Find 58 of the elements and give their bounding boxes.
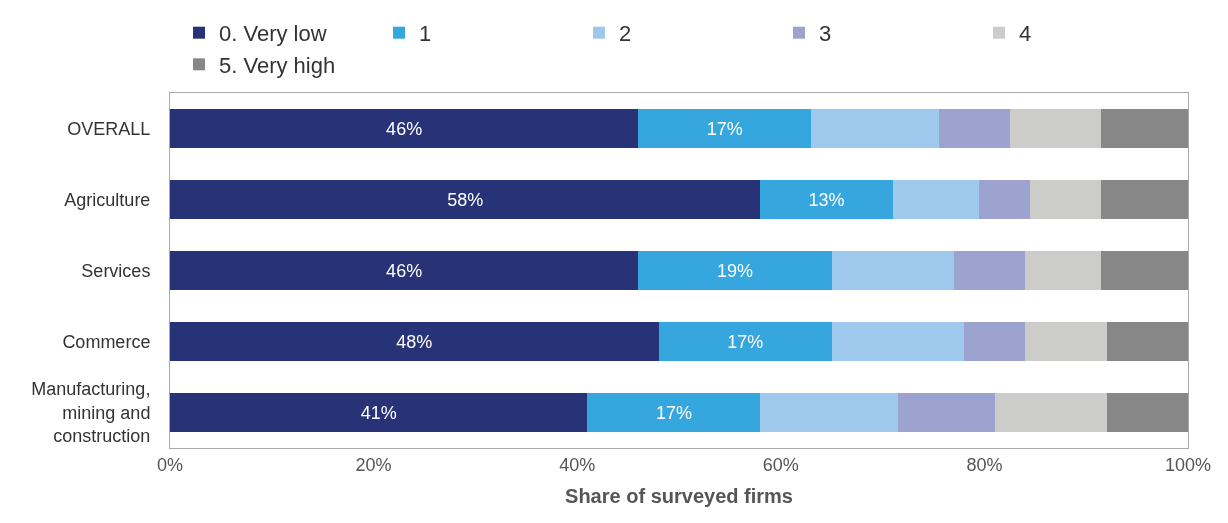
bar bbox=[638, 108, 812, 149]
x-axis-title: Share of surveyed firms bbox=[565, 485, 793, 508]
bar bbox=[964, 321, 1026, 362]
data-label: 19% bbox=[716, 260, 754, 281]
bar bbox=[1101, 250, 1188, 291]
x-tick-label: 0% bbox=[156, 454, 184, 475]
bar bbox=[658, 321, 832, 362]
bar bbox=[1106, 321, 1188, 362]
y-tick-label: Manufacturing, mining and construction bbox=[31, 379, 151, 447]
data-label: 46% bbox=[386, 260, 423, 281]
bar bbox=[979, 179, 1031, 220]
bar bbox=[170, 392, 588, 433]
legend-label: 5. Very high bbox=[219, 52, 336, 78]
data-label: 13% bbox=[808, 189, 845, 210]
bar bbox=[831, 250, 954, 291]
bar bbox=[953, 250, 1026, 291]
bar bbox=[587, 392, 761, 433]
data-label: 17% bbox=[706, 118, 743, 139]
bar bbox=[1009, 108, 1102, 149]
x-tick-label: 40% bbox=[559, 454, 596, 475]
bar bbox=[170, 108, 639, 149]
x-tick-label: 80% bbox=[966, 454, 1003, 475]
bar bbox=[760, 179, 893, 220]
bar bbox=[170, 250, 639, 291]
y-tick-label: Services bbox=[81, 260, 151, 281]
bar bbox=[897, 392, 995, 433]
legend-label: 2 bbox=[619, 21, 632, 47]
y-tick-label: Agriculture bbox=[64, 189, 151, 210]
bar bbox=[1030, 179, 1102, 220]
data-label: 17% bbox=[655, 402, 692, 423]
data-label: 46% bbox=[386, 118, 423, 139]
bar bbox=[1025, 250, 1102, 291]
x-tick-label: 60% bbox=[762, 454, 799, 475]
legend-label: 0. Very low bbox=[219, 21, 327, 47]
bar bbox=[1025, 321, 1107, 362]
bar bbox=[938, 108, 1010, 149]
data-label: 41% bbox=[360, 402, 397, 423]
bar bbox=[811, 108, 939, 149]
data-label: 48% bbox=[396, 331, 433, 352]
data-label: 17% bbox=[727, 331, 764, 352]
bar bbox=[892, 179, 980, 220]
bar bbox=[994, 392, 1107, 433]
x-tick-label: 20% bbox=[355, 454, 392, 475]
data-label: 58% bbox=[447, 189, 484, 210]
bar bbox=[170, 179, 761, 220]
bar bbox=[831, 321, 965, 362]
bar bbox=[170, 321, 659, 362]
bar bbox=[1101, 108, 1188, 149]
legend-label: 4 bbox=[1019, 21, 1032, 47]
y-tick-label: Commerce bbox=[62, 331, 151, 352]
bar bbox=[1106, 392, 1188, 433]
x-tick-label: 100% bbox=[1164, 454, 1212, 475]
bar bbox=[760, 392, 898, 433]
y-tick-label: OVERALL bbox=[67, 118, 151, 139]
bar bbox=[638, 250, 832, 291]
legend-label: 3 bbox=[819, 21, 832, 47]
bar bbox=[1101, 179, 1188, 220]
legend-label: 1 bbox=[419, 21, 432, 47]
